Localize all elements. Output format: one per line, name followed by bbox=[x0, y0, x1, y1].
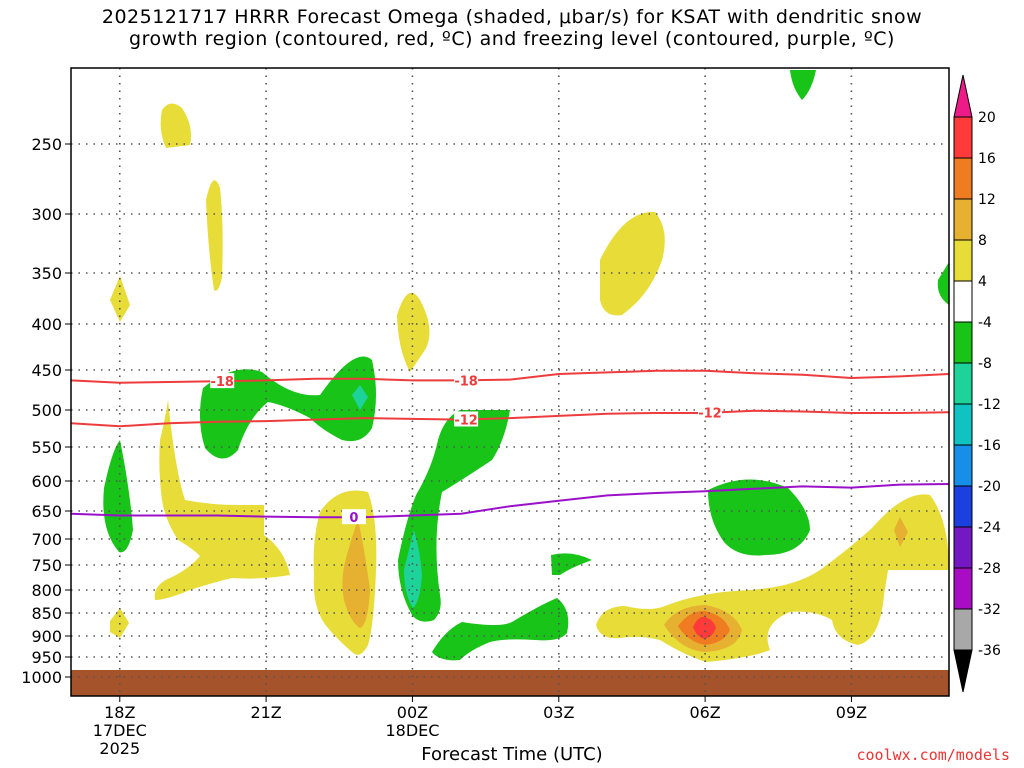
x-tick-label: 21Z bbox=[250, 703, 281, 722]
colorbar-swatch bbox=[953, 444, 973, 487]
y-tick-label: 300 bbox=[31, 205, 62, 224]
ground bbox=[71, 670, 949, 696]
colorbar-label: -24 bbox=[978, 520, 1001, 536]
colorbar-swatch bbox=[953, 239, 973, 282]
omega-area bbox=[397, 292, 430, 372]
colorbar-label: -28 bbox=[978, 561, 1001, 577]
contour-line bbox=[70, 369, 950, 384]
omega-area bbox=[206, 180, 223, 291]
y-tick-label: 750 bbox=[31, 556, 62, 575]
contours: -18 -18 -12 -12 0 bbox=[70, 369, 950, 526]
y-tick-label: 250 bbox=[31, 135, 62, 154]
colorbar-top-arrow bbox=[953, 74, 973, 118]
colorbar-label: -8 bbox=[978, 356, 992, 372]
contour-label: -12 bbox=[454, 413, 478, 428]
omega-area bbox=[342, 520, 370, 628]
colorbar-swatch bbox=[953, 608, 973, 651]
y-tick-label: 900 bbox=[31, 627, 62, 646]
colorbar-swatch bbox=[953, 526, 973, 569]
x-tick-sublabel: 17DEC bbox=[93, 721, 147, 740]
omega-area bbox=[432, 598, 569, 661]
colorbar-label: -12 bbox=[978, 397, 1001, 413]
colorbar-swatch bbox=[953, 485, 973, 528]
colorbar-swatch bbox=[953, 280, 973, 323]
colorbar-label: 16 bbox=[978, 151, 996, 167]
chart-title: 2025121717 HRRR Forecast Omega (shaded, … bbox=[101, 6, 923, 50]
omega-area bbox=[398, 410, 510, 622]
omega-area bbox=[937, 262, 949, 305]
omega-area bbox=[352, 385, 368, 410]
y-tick-label: 800 bbox=[31, 581, 62, 600]
omega-area bbox=[790, 70, 816, 100]
colorbar-label: -36 bbox=[978, 643, 1001, 659]
y-tick-label: 1000 bbox=[21, 668, 62, 687]
omega-area bbox=[551, 553, 592, 575]
contour-label: -18 bbox=[454, 374, 478, 389]
colorbar-label: 8 bbox=[978, 233, 987, 249]
x-tick-label: 18Z bbox=[104, 703, 135, 722]
x-tick-label: 00Z bbox=[397, 703, 428, 722]
plot-frame bbox=[70, 67, 950, 697]
colorbar-label: 20 bbox=[978, 110, 996, 126]
contour-label-bg bbox=[210, 373, 235, 389]
colorbar-swatch bbox=[953, 321, 973, 364]
omega-area bbox=[404, 530, 422, 608]
contour-label-bg bbox=[697, 404, 722, 420]
y-axis-ticks: 250 300 350 400 450 500 550 600 650 700 750 800 850 9… bbox=[21, 135, 71, 687]
x-tick-label: 03Z bbox=[543, 703, 574, 722]
colorbar-label: -20 bbox=[978, 479, 1001, 495]
colorbar-label: -16 bbox=[978, 438, 1001, 454]
omega-shading bbox=[71, 70, 949, 696]
omega-area bbox=[708, 479, 810, 556]
contour-label-bg bbox=[454, 411, 479, 427]
contour-line bbox=[70, 483, 950, 519]
x-tick-sublabel: 18DEC bbox=[385, 721, 439, 740]
contour-label-bg bbox=[454, 372, 479, 388]
contour-label: -12 bbox=[698, 407, 722, 422]
colorbar-swatch bbox=[953, 567, 973, 610]
contour-label-bg bbox=[341, 509, 366, 525]
colorbar-swatch bbox=[953, 403, 973, 446]
colorbar-label: -32 bbox=[978, 602, 1001, 618]
colorbar-label: -4 bbox=[978, 315, 992, 331]
x-tick-label: 06Z bbox=[689, 703, 720, 722]
colorbar-swatch bbox=[953, 116, 973, 159]
y-tick-label: 400 bbox=[31, 315, 62, 334]
contour-line bbox=[70, 409, 950, 428]
omega-area bbox=[103, 440, 133, 553]
y-tick-label: 650 bbox=[31, 502, 62, 521]
y-tick-label: 600 bbox=[31, 472, 62, 491]
y-tick-label: 450 bbox=[31, 361, 62, 380]
x-tick-sublabel: 2025 bbox=[99, 739, 140, 758]
y-tick-label: 500 bbox=[31, 401, 62, 420]
colorbar-label: 4 bbox=[978, 274, 987, 290]
y-tick-label: 350 bbox=[31, 264, 62, 283]
x-axis-label: Forecast Time (UTC) bbox=[421, 744, 603, 765]
x-tick-label: 09Z bbox=[836, 703, 867, 722]
colorbar-bottom-arrow bbox=[953, 649, 973, 693]
omega-area bbox=[160, 103, 191, 148]
colorbar-swatch bbox=[953, 157, 973, 200]
y-tick-label: 550 bbox=[31, 438, 62, 457]
y-tick-label: 850 bbox=[31, 604, 62, 623]
colorbar-swatch bbox=[953, 198, 973, 241]
omega-area bbox=[154, 400, 290, 600]
colorbar: 20 16 12 8 4 -4 -8 -12 -16 -20 -24 -28 -32 -36 bbox=[953, 74, 1001, 693]
y-tick-label: 950 bbox=[31, 648, 62, 667]
omega-area bbox=[110, 276, 130, 322]
credit-link[interactable]: coolwx.com/models bbox=[856, 746, 1010, 764]
contour-label: 0 bbox=[349, 511, 358, 526]
contour-label: -18 bbox=[210, 375, 234, 390]
colorbar-swatch bbox=[953, 362, 973, 405]
omega-area bbox=[600, 211, 665, 316]
omega-area bbox=[199, 356, 376, 459]
colorbar-label: 12 bbox=[978, 192, 996, 208]
y-tick-label: 700 bbox=[31, 530, 62, 549]
omega-area bbox=[693, 616, 716, 639]
